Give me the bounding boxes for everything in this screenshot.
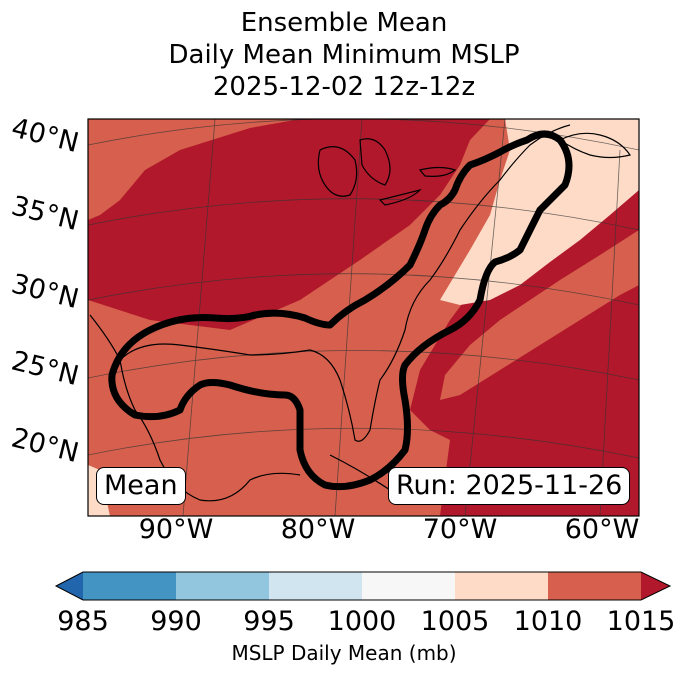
pressure-field-medium-red-north (88, 119, 300, 220)
title-line-2: Daily Mean Minimum MSLP (168, 40, 520, 70)
colorbar-extend-high (641, 572, 670, 600)
graticule-lat-30 (88, 273, 639, 306)
graticule-lat-40 (88, 119, 639, 151)
graticule-lon-80 (334, 119, 363, 516)
colorbar-tick-995: 995 (243, 606, 295, 637)
colorbar-segment-1005-1010 (455, 572, 548, 600)
colorbar-segment-1000-1005 (362, 572, 455, 600)
colorbar-segment-985-990 (83, 572, 176, 600)
mslp-contour (108, 130, 573, 491)
run-date-annotation: Run: 2025-11-26 (388, 467, 631, 505)
colorbar-extend-low (56, 572, 83, 600)
mean-annotation: Mean (96, 467, 186, 505)
lon-label-90w: 90°W (138, 514, 214, 545)
colorbar-tick-1010: 1010 (513, 606, 583, 637)
lon-label-80w: 80°W (280, 514, 356, 545)
colorbar-tick-1005: 1005 (420, 606, 490, 637)
colorbar-tick-1000: 1000 (327, 606, 397, 637)
coastline-nova-scotia (559, 132, 631, 159)
great-lakes-erie (378, 188, 422, 206)
colorbar (54, 571, 672, 601)
map-frame (87, 118, 640, 517)
great-lakes-ontario (418, 166, 457, 177)
graticule-lat-35 (88, 198, 639, 231)
colorbar-segment-990-995 (176, 572, 269, 600)
colorbar-tick-985: 985 (57, 606, 109, 637)
colorbar-tick-990: 990 (150, 606, 202, 637)
colorbar-segment-995-1000 (269, 572, 362, 600)
colorbar-tick-1015: 1015 (606, 606, 676, 637)
great-lakes-michigan (317, 146, 358, 197)
lon-label-60w: 60°W (564, 514, 640, 545)
graticule-lon-70 (464, 119, 506, 516)
map-area (88, 119, 639, 516)
colorbar-label: MSLP Daily Mean (mb) (231, 641, 457, 665)
title-line-1: Ensemble Mean (240, 8, 448, 38)
graticule-lat-25 (88, 350, 639, 381)
colorbar-outline (54, 571, 672, 601)
colorbar-segment-1010-1015 (548, 572, 641, 600)
coastline-us-east (119, 124, 571, 442)
title-line-3: 2025-12-02 12z-12z (212, 72, 476, 102)
pressure-field-medium-red-east (440, 230, 639, 400)
graticule-lon-60 (599, 149, 621, 516)
great-lakes-huron (359, 138, 391, 186)
graticule-lat-20 (88, 427, 639, 459)
lon-label-70w: 70°W (422, 514, 498, 545)
